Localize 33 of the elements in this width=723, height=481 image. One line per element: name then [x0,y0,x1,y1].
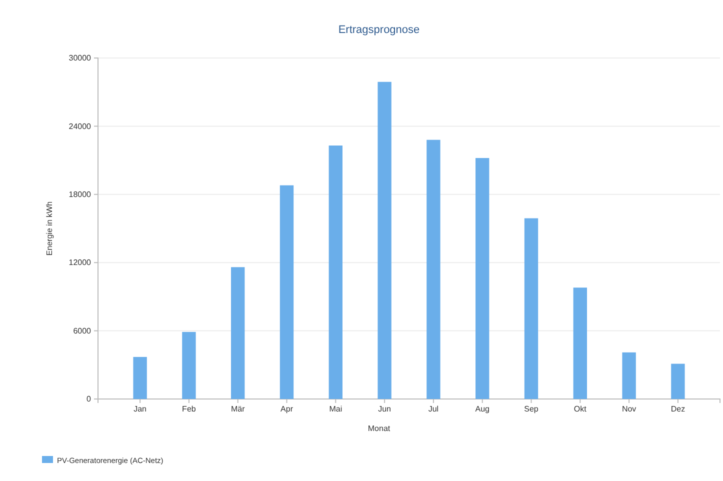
bar [426,140,440,399]
x-tick-label: Okt [574,404,588,414]
x-tick-label: Mär [230,404,246,414]
y-tick-label: 12000 [68,258,92,268]
x-tick-label: Feb [182,404,196,414]
bar [378,82,392,399]
bar [524,218,538,399]
bar [231,267,245,399]
bar [573,288,587,399]
bar [622,352,636,399]
bar [476,158,490,399]
x-tick-label: Mai [329,404,342,414]
bar [133,356,147,399]
x-tick-label: Aug [475,404,490,414]
x-tick-label: Jan [134,404,147,414]
chart-title: Ertragsprognose [338,24,420,36]
x-tick-label: Dez [670,404,686,414]
bar [280,185,294,399]
x-tick-label: Jun [378,404,392,414]
y-tick-label: 6000 [73,326,92,336]
x-tick-label: Apr [280,404,294,414]
x-tick-label: Sep [524,404,539,414]
bar [671,364,685,399]
x-tick-label: Jul [428,404,439,414]
y-tick-label: 30000 [68,54,92,63]
y-tick-label: 24000 [68,122,92,131]
x-axis-title: Monat [368,424,391,433]
y-axis-title: Energie in kWh [45,201,54,256]
bar [328,146,342,399]
bar [182,332,196,399]
y-tick-label: 18000 [68,190,92,199]
y-tick-label: 0 [86,394,92,404]
x-tick-label: Nov [622,404,636,414]
